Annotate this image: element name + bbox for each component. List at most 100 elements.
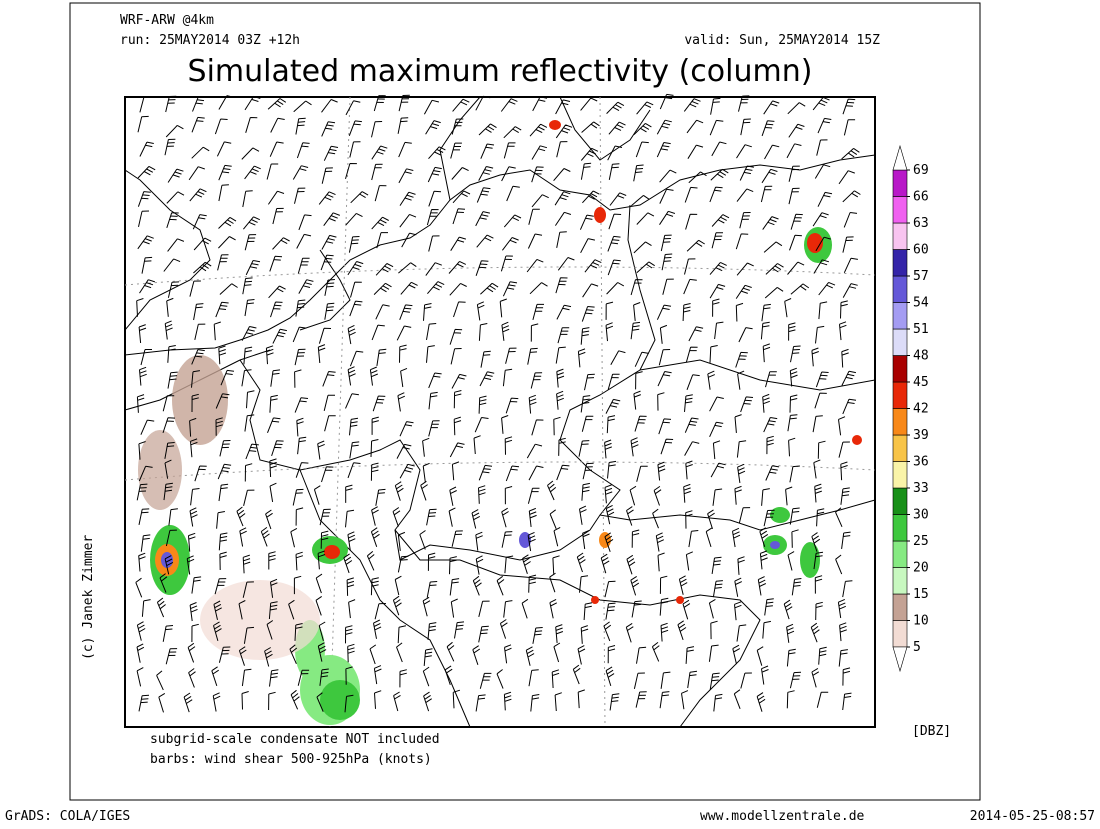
wind-barb — [191, 116, 205, 133]
wind-barb — [635, 141, 649, 158]
wind-barb — [762, 393, 770, 413]
colorbar-box — [892, 540, 908, 568]
wind-barb — [607, 235, 621, 252]
wind-barb — [140, 419, 155, 435]
wind-barb — [660, 234, 672, 252]
wind-barb — [294, 348, 306, 366]
wind-barb — [399, 421, 414, 437]
wind-barb — [136, 667, 144, 687]
wind-barb — [165, 648, 178, 665]
wind-barb — [684, 441, 700, 456]
wind-barb — [373, 95, 386, 112]
colorbar-label: 45 — [913, 375, 929, 390]
wind-barb — [268, 691, 276, 711]
wind-barb — [266, 620, 274, 640]
wind-barb — [736, 624, 747, 642]
wind-barb — [581, 306, 595, 322]
wind-barb — [425, 120, 441, 135]
wind-barb — [603, 621, 612, 642]
colorbar-box — [892, 222, 908, 250]
wind-barb — [841, 531, 851, 549]
wind-barb — [760, 321, 770, 340]
wind-barb — [838, 416, 846, 436]
colorbar-box — [892, 169, 908, 197]
colorbar-box — [892, 355, 908, 383]
wind-barb — [292, 488, 304, 506]
wind-barb — [813, 259, 830, 274]
wind-barb — [505, 397, 519, 414]
wind-barb — [471, 509, 481, 529]
wind-barb — [659, 691, 670, 709]
wind-barb — [290, 689, 300, 710]
wind-barb — [529, 123, 548, 137]
wind-barb — [841, 147, 860, 160]
wind-barb — [371, 121, 383, 138]
wind-barb — [189, 188, 207, 202]
wind-barb — [683, 98, 701, 112]
colorbar-box — [892, 434, 908, 462]
wind-barb — [397, 625, 407, 644]
wind-barb — [136, 394, 145, 413]
wind-barb — [370, 439, 379, 458]
wind-barb — [526, 258, 544, 273]
wind-barb — [324, 302, 335, 320]
wind-barb — [399, 344, 407, 363]
wind-barb — [475, 531, 483, 551]
wind-barb — [526, 443, 543, 459]
wind-barb — [166, 191, 185, 204]
wind-barb — [315, 573, 323, 594]
wind-barb — [688, 326, 704, 342]
wind-barb — [787, 551, 795, 571]
wind-barb — [762, 343, 771, 363]
wind-barb — [790, 345, 801, 363]
graticule — [124, 96, 876, 728]
wind-barb — [317, 440, 325, 460]
colorbar-box — [892, 487, 908, 515]
wind-barb — [737, 463, 746, 483]
wind-barb — [814, 575, 823, 594]
wind-barb — [241, 147, 260, 160]
wind-barb — [558, 437, 566, 456]
wind-barb — [709, 672, 720, 690]
wind-barb — [350, 281, 362, 298]
wind-barb — [162, 395, 175, 412]
wind-barb — [685, 346, 698, 363]
wind-barb — [554, 692, 562, 712]
wind-barb — [633, 390, 641, 410]
wind-barb — [784, 298, 792, 318]
wind-barb — [501, 166, 516, 182]
wind-barb — [450, 236, 467, 251]
wind-barb — [657, 552, 665, 572]
wind-barb — [840, 461, 848, 481]
wind-barb — [218, 483, 229, 502]
colorbar-box — [892, 275, 908, 303]
wind-barb — [294, 397, 309, 413]
wind-barb — [297, 669, 310, 686]
wind-barb — [811, 667, 820, 688]
wind-barb — [709, 261, 727, 275]
wind-barb — [739, 165, 754, 181]
wind-barb — [835, 554, 843, 575]
wind-barb — [810, 622, 820, 643]
wind-barb — [791, 529, 799, 548]
wind-barb — [764, 286, 784, 299]
colorbar-label: 42 — [913, 402, 929, 417]
wind-barb — [427, 166, 442, 183]
wind-barb — [764, 144, 780, 160]
wind-barb — [217, 463, 232, 480]
wind-barb — [479, 371, 495, 387]
wind-barb — [295, 551, 304, 571]
wind-barb — [815, 601, 823, 621]
wind-barb — [504, 555, 514, 574]
wind-barb — [449, 282, 467, 296]
wind-barb — [630, 321, 641, 340]
wind-barb — [815, 325, 825, 344]
wind-barb — [423, 648, 433, 666]
wind-barb — [763, 417, 778, 433]
wind-barb — [298, 279, 314, 294]
wind-barb — [376, 348, 387, 366]
wind-barb — [453, 301, 466, 318]
wind-barb — [321, 121, 336, 137]
wind-barb — [814, 164, 831, 179]
wind-barb — [608, 163, 620, 180]
